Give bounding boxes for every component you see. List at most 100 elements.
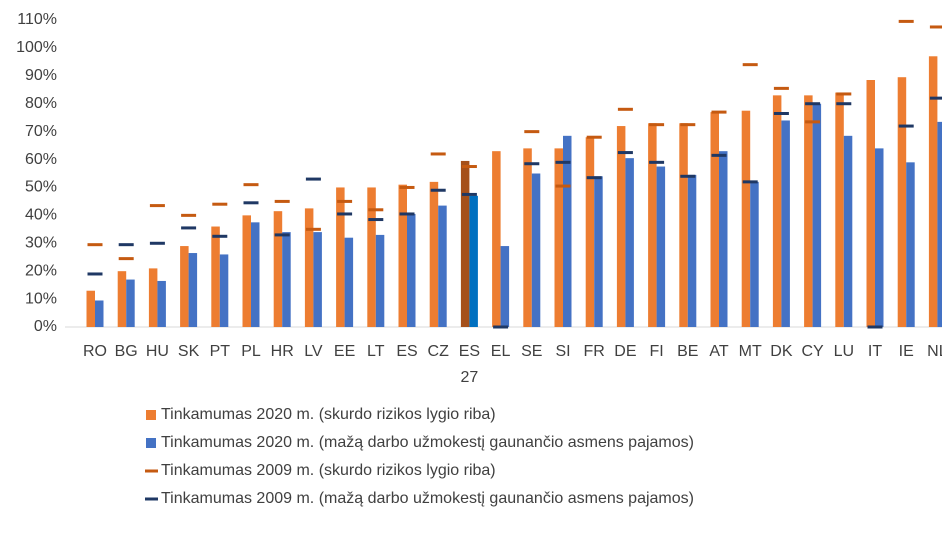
- marker: [118, 257, 134, 261]
- x-tick-label: NL: [927, 343, 942, 360]
- marker: [929, 96, 942, 100]
- bar: [438, 205, 447, 327]
- bar: [469, 195, 478, 327]
- marker: [181, 213, 197, 217]
- bar: [429, 181, 439, 327]
- bar: [585, 137, 595, 327]
- marker: [368, 218, 384, 222]
- x-tick-label: FR: [584, 343, 605, 360]
- bar: [86, 290, 95, 327]
- bar: [719, 151, 728, 327]
- marker: [461, 192, 477, 196]
- bar: [117, 271, 127, 327]
- x-tick-label: EL: [491, 343, 511, 360]
- x-tick-label: MT: [739, 343, 762, 360]
- y-tick-label: 100%: [16, 39, 57, 56]
- marker: [305, 227, 321, 231]
- bar: [687, 174, 697, 327]
- bar: [304, 208, 314, 327]
- marker: [399, 185, 415, 189]
- marker: [274, 233, 290, 237]
- x-tick-label: SK: [178, 343, 200, 360]
- x-tick-label: PT: [210, 343, 231, 360]
- bar: [492, 151, 501, 327]
- marker: [461, 165, 477, 169]
- marker: [898, 124, 914, 128]
- bar: [750, 181, 759, 327]
- bar: [126, 279, 135, 327]
- bar: [188, 253, 198, 327]
- marker: [524, 162, 540, 166]
- x-tick-label: PL: [241, 343, 261, 360]
- legend-swatch: [145, 497, 158, 501]
- bar: [928, 56, 938, 327]
- marker: [399, 212, 415, 216]
- y-tick-label: 110%: [17, 11, 57, 28]
- marker: [243, 201, 259, 205]
- x-tick-label: BE: [677, 343, 698, 360]
- bar: [282, 232, 291, 327]
- marker: [212, 202, 228, 206]
- bar: [835, 92, 844, 328]
- bar: [375, 234, 385, 327]
- x-tick-label: SE: [521, 343, 542, 360]
- bar: [344, 237, 354, 327]
- marker: [773, 111, 789, 115]
- bar: [656, 166, 666, 327]
- bar: [594, 176, 603, 327]
- bar: [500, 246, 510, 327]
- x-tick-label: CY: [801, 343, 824, 360]
- bar: [219, 254, 229, 327]
- y-tick-label: 70%: [25, 123, 57, 140]
- x-tick-label: IT: [868, 343, 882, 360]
- marker: [149, 241, 165, 245]
- x-tick-label: CZ: [428, 343, 450, 360]
- marker: [680, 123, 696, 127]
- marker: [617, 107, 633, 111]
- y-tick-label: 60%: [25, 151, 57, 168]
- bar: [157, 280, 166, 327]
- marker: [493, 325, 509, 329]
- bar: [875, 148, 884, 327]
- x-tick-label: LU: [834, 343, 854, 360]
- legend-label: Tinkamumas 2020 m. (skurdo rizikos lygio…: [161, 406, 496, 423]
- bar: [866, 80, 875, 327]
- marker: [649, 160, 665, 164]
- marker: [898, 19, 914, 23]
- bar: [367, 187, 376, 327]
- y-tick-label: 30%: [25, 234, 57, 251]
- y-tick-label: 20%: [25, 262, 57, 279]
- marker: [742, 63, 758, 67]
- bar: [211, 226, 220, 327]
- bar: [710, 112, 719, 327]
- marker: [149, 204, 165, 208]
- bar: [554, 148, 563, 327]
- marker: [805, 120, 821, 124]
- x-tick-label: RO: [83, 343, 107, 360]
- x-tick-label: HR: [271, 343, 294, 360]
- marker: [87, 243, 103, 247]
- bar: [781, 120, 790, 328]
- marker: [118, 243, 134, 247]
- marker: [742, 180, 758, 184]
- legend-swatch: [146, 410, 156, 420]
- x-tick-label: IE: [899, 343, 914, 360]
- bar: [398, 184, 407, 327]
- y-tick-label: 90%: [25, 67, 57, 84]
- marker: [430, 152, 446, 156]
- marker: [836, 102, 852, 106]
- marker: [617, 151, 633, 155]
- marker: [586, 135, 602, 139]
- y-tick-label: 0%: [34, 318, 57, 335]
- marker: [274, 199, 290, 203]
- bar: [180, 246, 189, 327]
- y-tick-label: 10%: [25, 290, 57, 307]
- bar: [648, 123, 657, 327]
- marker: [368, 208, 384, 212]
- legend-swatch: [145, 469, 158, 473]
- x-tick-label: LT: [367, 343, 385, 360]
- marker: [555, 160, 571, 164]
- x-tick-label: DE: [614, 343, 636, 360]
- marker: [586, 176, 602, 180]
